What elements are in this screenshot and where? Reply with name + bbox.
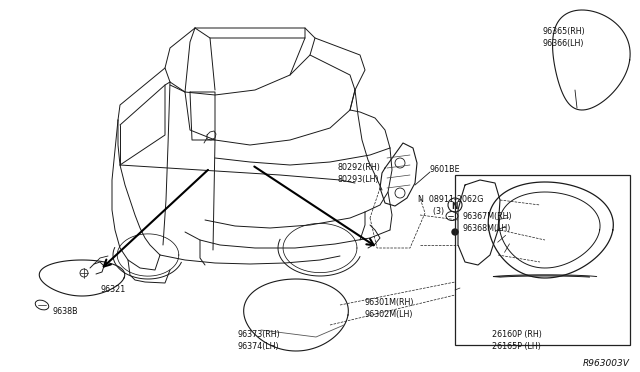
Text: R963003V: R963003V <box>583 359 630 368</box>
Circle shape <box>452 229 458 235</box>
Text: 96367M(RH)
96368M(LH): 96367M(RH) 96368M(LH) <box>463 212 513 233</box>
Text: N: N <box>452 202 458 211</box>
Text: 96373(RH)
96374(LH): 96373(RH) 96374(LH) <box>237 330 280 351</box>
Text: N  08911-2062G
      (3): N 08911-2062G (3) <box>418 195 483 216</box>
Text: 9601BE: 9601BE <box>430 165 461 174</box>
Text: 96321: 96321 <box>100 285 125 294</box>
Text: 9638B: 9638B <box>52 307 77 316</box>
Text: 80292(RH)
80293(LH): 80292(RH) 80293(LH) <box>338 163 381 184</box>
Text: 96365(RH)
96366(LH): 96365(RH) 96366(LH) <box>543 27 586 48</box>
Text: 26160P (RH)
26165P (LH): 26160P (RH) 26165P (LH) <box>492 330 542 351</box>
Text: 96301M(RH)
96302M(LH): 96301M(RH) 96302M(LH) <box>365 298 415 319</box>
